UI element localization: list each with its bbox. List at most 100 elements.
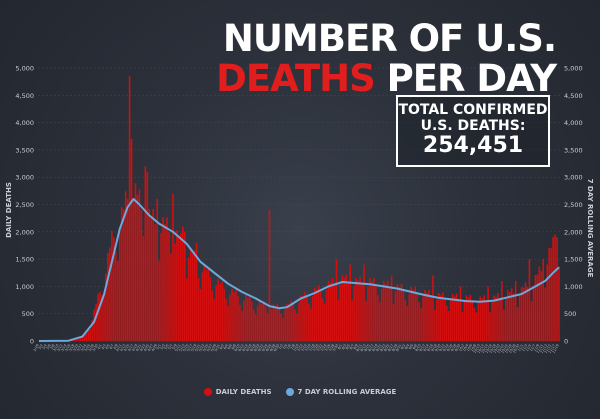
daily-deaths-bar bbox=[378, 302, 381, 341]
daily-deaths-bar bbox=[237, 296, 239, 341]
x-tick-label: 5/21 bbox=[194, 344, 201, 353]
rolling-average-line bbox=[38, 198, 560, 342]
daily-deaths-bar bbox=[245, 295, 247, 341]
y-tick-label-left: 4,000 bbox=[15, 119, 34, 127]
x-tick-label: 5/25 bbox=[202, 344, 209, 353]
y-tick-label-right: 0 bbox=[564, 338, 568, 346]
daily-deaths-bar bbox=[160, 233, 162, 341]
y-tick-label-left: 1,000 bbox=[15, 283, 34, 291]
daily-deaths-bar bbox=[286, 303, 288, 341]
y-tick-label-left: 2,000 bbox=[15, 228, 34, 236]
x-tick-label: 4/27 bbox=[147, 344, 154, 353]
daily-deaths-bar bbox=[402, 290, 405, 341]
x-tick-label: 5/31 bbox=[214, 344, 221, 353]
x-tick-label: 5/5 bbox=[164, 344, 170, 351]
daily-deaths-bar bbox=[554, 234, 556, 341]
x-tick-label: 4/13 bbox=[119, 344, 126, 353]
daily-deaths-bar bbox=[400, 283, 403, 341]
daily-deaths-bar bbox=[233, 292, 235, 341]
daily-deaths-bar bbox=[426, 292, 428, 341]
daily-deaths-bar bbox=[319, 290, 322, 341]
daily-deaths-bar bbox=[213, 298, 216, 341]
x-tick-label: 9/10 bbox=[415, 344, 422, 353]
daily-deaths-bar bbox=[280, 313, 283, 341]
daily-deaths-bar bbox=[201, 272, 204, 341]
legend-label-rolling-average: 7 DAY ROLLING AVERAGE bbox=[297, 388, 397, 396]
daily-deaths-bar bbox=[292, 303, 294, 341]
daily-deaths-bar bbox=[199, 289, 202, 341]
daily-deaths-bar bbox=[542, 259, 545, 341]
daily-deaths-bar bbox=[120, 206, 123, 341]
x-tick-label: 5/11 bbox=[174, 344, 181, 353]
daily-deaths-bar bbox=[493, 295, 495, 341]
daily-deaths-bar bbox=[294, 309, 296, 341]
daily-deaths-bar bbox=[132, 200, 135, 341]
daily-deaths-bar bbox=[416, 293, 418, 341]
daily-deaths-bar bbox=[532, 285, 535, 341]
legend-label-daily-deaths: DAILY DEATHS bbox=[215, 388, 272, 396]
daily-deaths-bar bbox=[122, 209, 125, 341]
x-tick-label: 7/10 bbox=[293, 344, 300, 353]
daily-deaths-bar bbox=[313, 288, 316, 341]
x-tick-label: 9/12 bbox=[419, 344, 426, 353]
daily-deaths-bar bbox=[351, 300, 353, 341]
x-tick-label: 9/14 bbox=[423, 344, 430, 353]
daily-deaths-bar bbox=[278, 307, 281, 341]
x-tick-label: 6/28 bbox=[269, 344, 276, 353]
daily-deaths-bar bbox=[241, 310, 243, 341]
daily-deaths-bar bbox=[394, 291, 397, 341]
y-tick-label-left: 2,500 bbox=[15, 201, 34, 209]
daily-deaths-bar bbox=[432, 275, 434, 341]
x-tick-label: 8/17 bbox=[367, 344, 374, 353]
y-tick-label-left: 0 bbox=[30, 338, 34, 346]
daily-deaths-bar bbox=[386, 280, 389, 341]
daily-deaths-bar bbox=[142, 235, 145, 341]
x-tick-label: 6/16 bbox=[245, 344, 252, 353]
x-tick-label: 8/29 bbox=[391, 344, 398, 353]
daily-deaths-bar bbox=[508, 291, 511, 341]
x-tick-label: 10/20 bbox=[492, 344, 500, 354]
daily-deaths-bar bbox=[229, 294, 231, 341]
y-tick-label-right: 3,500 bbox=[564, 146, 583, 154]
y-tick-label-left: 500 bbox=[22, 310, 34, 318]
legend-item-daily-deaths: DAILY DEATHS bbox=[203, 388, 272, 396]
daily-deaths-bar bbox=[510, 288, 513, 341]
legend-swatch-rolling-average bbox=[285, 388, 294, 396]
chart-title-highlight: DEATHS bbox=[216, 57, 376, 100]
daily-deaths-bar bbox=[550, 247, 552, 341]
x-tick-label: 7/6 bbox=[286, 344, 292, 351]
daily-deaths-bar bbox=[392, 304, 395, 341]
y-tick-label-left: 3,500 bbox=[15, 146, 34, 154]
daily-deaths-bar bbox=[479, 296, 482, 341]
daily-deaths-bar bbox=[483, 295, 485, 341]
daily-deaths-bar bbox=[310, 308, 312, 341]
daily-deaths-bar bbox=[528, 259, 531, 341]
x-tick-label: 8/21 bbox=[375, 344, 382, 353]
daily-deaths-bar bbox=[195, 242, 198, 341]
daily-deaths-bar bbox=[556, 237, 558, 341]
daily-deaths-bar bbox=[113, 237, 115, 341]
daily-deaths-bar bbox=[516, 307, 519, 341]
x-tick-label: 4/5 bbox=[105, 344, 111, 351]
daily-deaths-bar bbox=[325, 290, 328, 341]
daily-deaths-bar bbox=[276, 304, 279, 341]
x-tick-label: 9/6 bbox=[408, 344, 414, 351]
x-tick-label: 7/26 bbox=[324, 344, 331, 353]
daily-deaths-bar bbox=[469, 294, 472, 341]
daily-deaths-bar bbox=[111, 230, 113, 341]
daily-deaths-bar bbox=[447, 310, 450, 341]
y-tick-label-right: 500 bbox=[564, 310, 576, 318]
daily-deaths-bar bbox=[156, 199, 158, 341]
x-tick-label: 7/8 bbox=[290, 344, 296, 351]
x-tick-label: 8/1 bbox=[337, 344, 343, 351]
daily-deaths-bar bbox=[302, 296, 304, 341]
daily-deaths-bar bbox=[75, 339, 78, 341]
y-tick-label-right: 2,000 bbox=[564, 228, 583, 236]
x-tick-label: 7/22 bbox=[316, 344, 323, 353]
daily-deaths-bar bbox=[288, 304, 290, 341]
daily-deaths-bar bbox=[97, 293, 99, 341]
daily-deaths-bar bbox=[347, 282, 350, 341]
daily-deaths-bar bbox=[306, 296, 308, 341]
